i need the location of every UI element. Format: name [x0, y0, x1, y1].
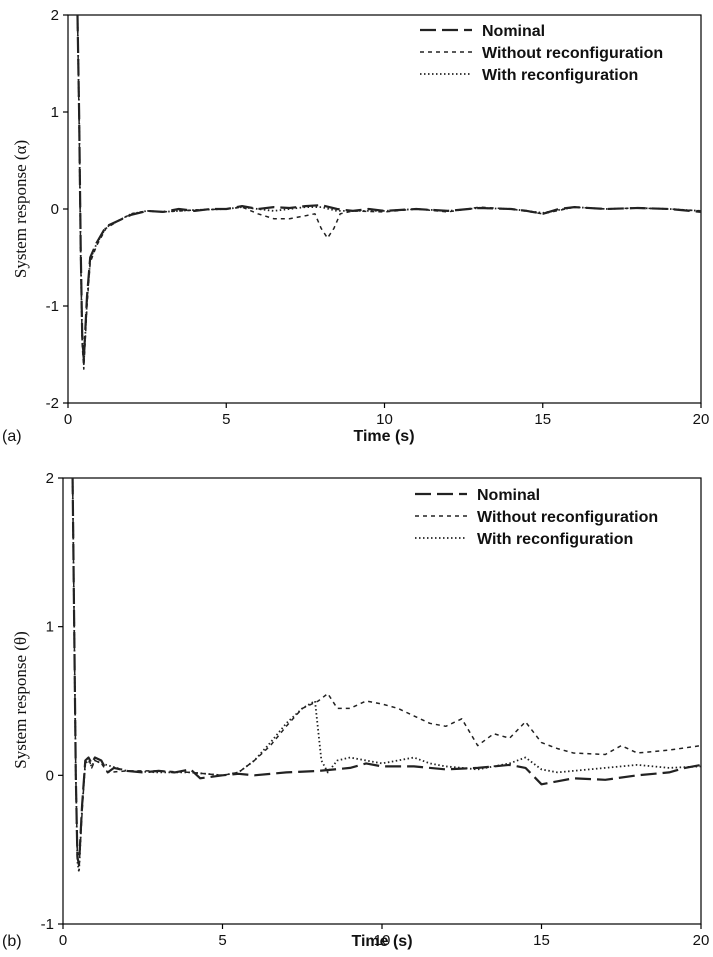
x-ticks-a: 0 5 10 15 20 [64, 403, 710, 428]
legend-entry: With reconfiguration [477, 531, 633, 548]
legend-entry: Without reconfiguration [482, 45, 663, 62]
panel-label-b: (b) [2, 933, 22, 950]
x-tick-label: 10 [374, 932, 391, 949]
series-line-dotted [76, 15, 701, 366]
y-tick-label: 0 [51, 201, 59, 218]
legend-b: Nominal Without reconfiguration With recon… [415, 487, 658, 548]
y-tick-label: 1 [51, 104, 59, 121]
y-tick-label: -1 [46, 298, 59, 315]
legend-entry: Without reconfiguration [477, 509, 658, 526]
y-ticks-b: 2 1 0 -1 [41, 470, 63, 933]
x-tick-label: 15 [533, 932, 550, 949]
x-tick-label: 5 [218, 932, 226, 949]
x-axis-label-a: Time (s) [353, 428, 414, 445]
x-ticks-b: 0 5 10 15 20 [59, 924, 710, 949]
series-b [71, 478, 701, 873]
legend-entry: Nominal [477, 487, 540, 504]
y-tick-label: 0 [46, 767, 54, 784]
y-tick-label: 2 [46, 470, 54, 487]
x-tick-label: 15 [534, 411, 551, 428]
legend-entry: With reconfiguration [482, 67, 638, 84]
x-tick-label: 10 [376, 411, 393, 428]
panel-a: 210-1-2 0 5 10 15 20 System response (α) Tim… [2, 7, 709, 445]
x-axis-label-b: Time (s) [351, 933, 412, 950]
y-ticks-a: 2 1 0 -1 -2 [46, 7, 68, 412]
x-tick-label: 20 [693, 932, 710, 949]
series-line-dotted [71, 478, 701, 873]
y-axis-label-a: System response (α) [11, 140, 30, 278]
series-a [76, 15, 701, 370]
x-tick-label: 0 [64, 411, 72, 428]
y-tick-label: 1 [46, 619, 54, 636]
legend-a: Nominal Without reconfiguration With recon… [420, 23, 663, 84]
legend-entry: Nominal [482, 23, 545, 40]
x-tick-label: 5 [222, 411, 230, 428]
panel-label-a: (a) [2, 428, 22, 445]
y-axis-label-b: System response (θ) [11, 631, 30, 769]
x-tick-label: 0 [59, 932, 67, 949]
panel-b: 210-1 0 5 10 15 20 System response (θ) Time … [2, 470, 709, 950]
x-tick-label: 20 [693, 411, 710, 428]
series-line-short-dash [76, 15, 701, 370]
y-tick-label: -1 [41, 916, 54, 933]
y-tick-label: 2 [51, 7, 59, 24]
y-tick-label: -2 [46, 395, 59, 412]
